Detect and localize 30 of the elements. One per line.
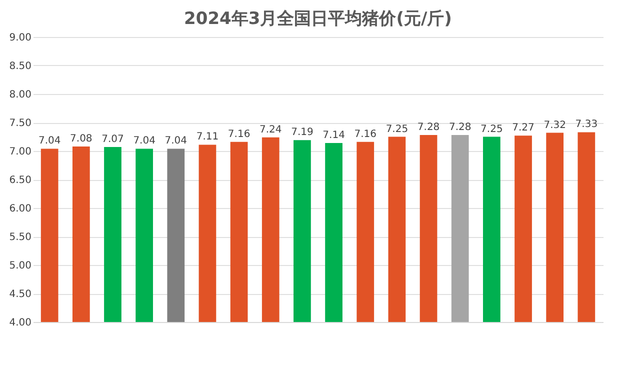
y-tick-label: 4.50 bbox=[9, 289, 32, 300]
y-tick-label: 6.00 bbox=[9, 204, 32, 214]
y-tick-label: 6.50 bbox=[9, 175, 32, 186]
y-tick-label: 9.00 bbox=[9, 32, 32, 44]
data-label: 7.08 bbox=[70, 133, 92, 144]
data-label: 7.28 bbox=[448, 122, 472, 134]
y-tick-label: 8.00 bbox=[9, 90, 32, 100]
data-label: 7.04 bbox=[38, 136, 61, 147]
data-label: 7.14 bbox=[322, 130, 345, 142]
data-label: 7.32 bbox=[544, 120, 566, 131]
data-label: 7.19 bbox=[291, 127, 314, 138]
data-label: 7.27 bbox=[512, 122, 534, 134]
data-label: 7.25 bbox=[480, 124, 503, 135]
y-tick-label: 4.00 bbox=[9, 318, 32, 328]
data-label: 7.33 bbox=[575, 119, 598, 130]
data-label: 7.16 bbox=[354, 128, 376, 140]
data-label: 7.25 bbox=[386, 124, 408, 135]
data-label: 7.04 bbox=[164, 136, 188, 147]
data-label: 7.11 bbox=[196, 132, 219, 143]
data-label: 7.24 bbox=[260, 124, 282, 136]
data-label: 7.07 bbox=[102, 134, 124, 146]
y-tick-label: 5.50 bbox=[9, 232, 32, 243]
y-tick-label: 7.50 bbox=[9, 118, 32, 129]
y-tick-label: 7.00 bbox=[9, 146, 32, 158]
chart-title: 2024年3月全国日平均猪价(元/斤) bbox=[184, 9, 452, 29]
y-tick-label: 5.00 bbox=[9, 260, 32, 272]
data-label: 7.28 bbox=[417, 122, 440, 134]
y-tick-label: 8.50 bbox=[9, 61, 32, 72]
data-label: 7.04 bbox=[133, 136, 156, 147]
data-label: 7.16 bbox=[228, 128, 250, 140]
